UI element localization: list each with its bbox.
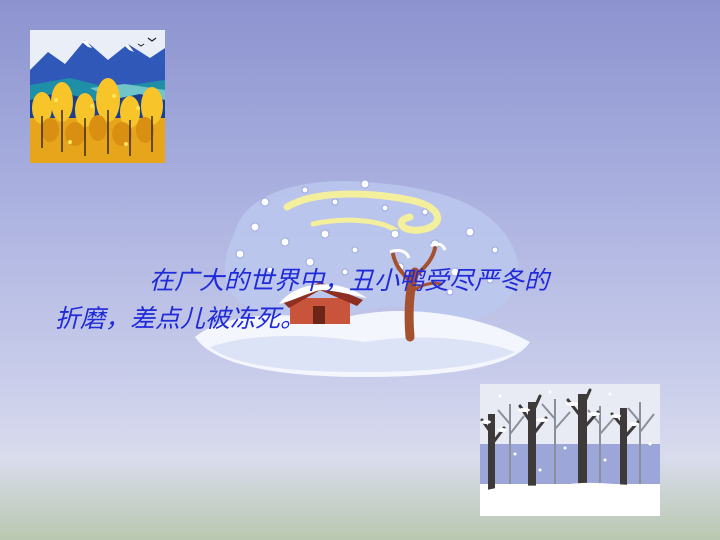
slide-caption: 在广大的世界中，丑小鸭受尽严冬的 折磨，差点儿被冻死。 (55, 262, 675, 338)
caption-line-1: 在广大的世界中，丑小鸭受尽严冬的 (149, 266, 550, 295)
snowy-forest-image (480, 384, 660, 516)
snow-scene-image (195, 172, 530, 392)
caption-line-2: 折磨，差点儿被冻死。 (55, 304, 306, 333)
autumn-landscape-image (30, 30, 165, 163)
